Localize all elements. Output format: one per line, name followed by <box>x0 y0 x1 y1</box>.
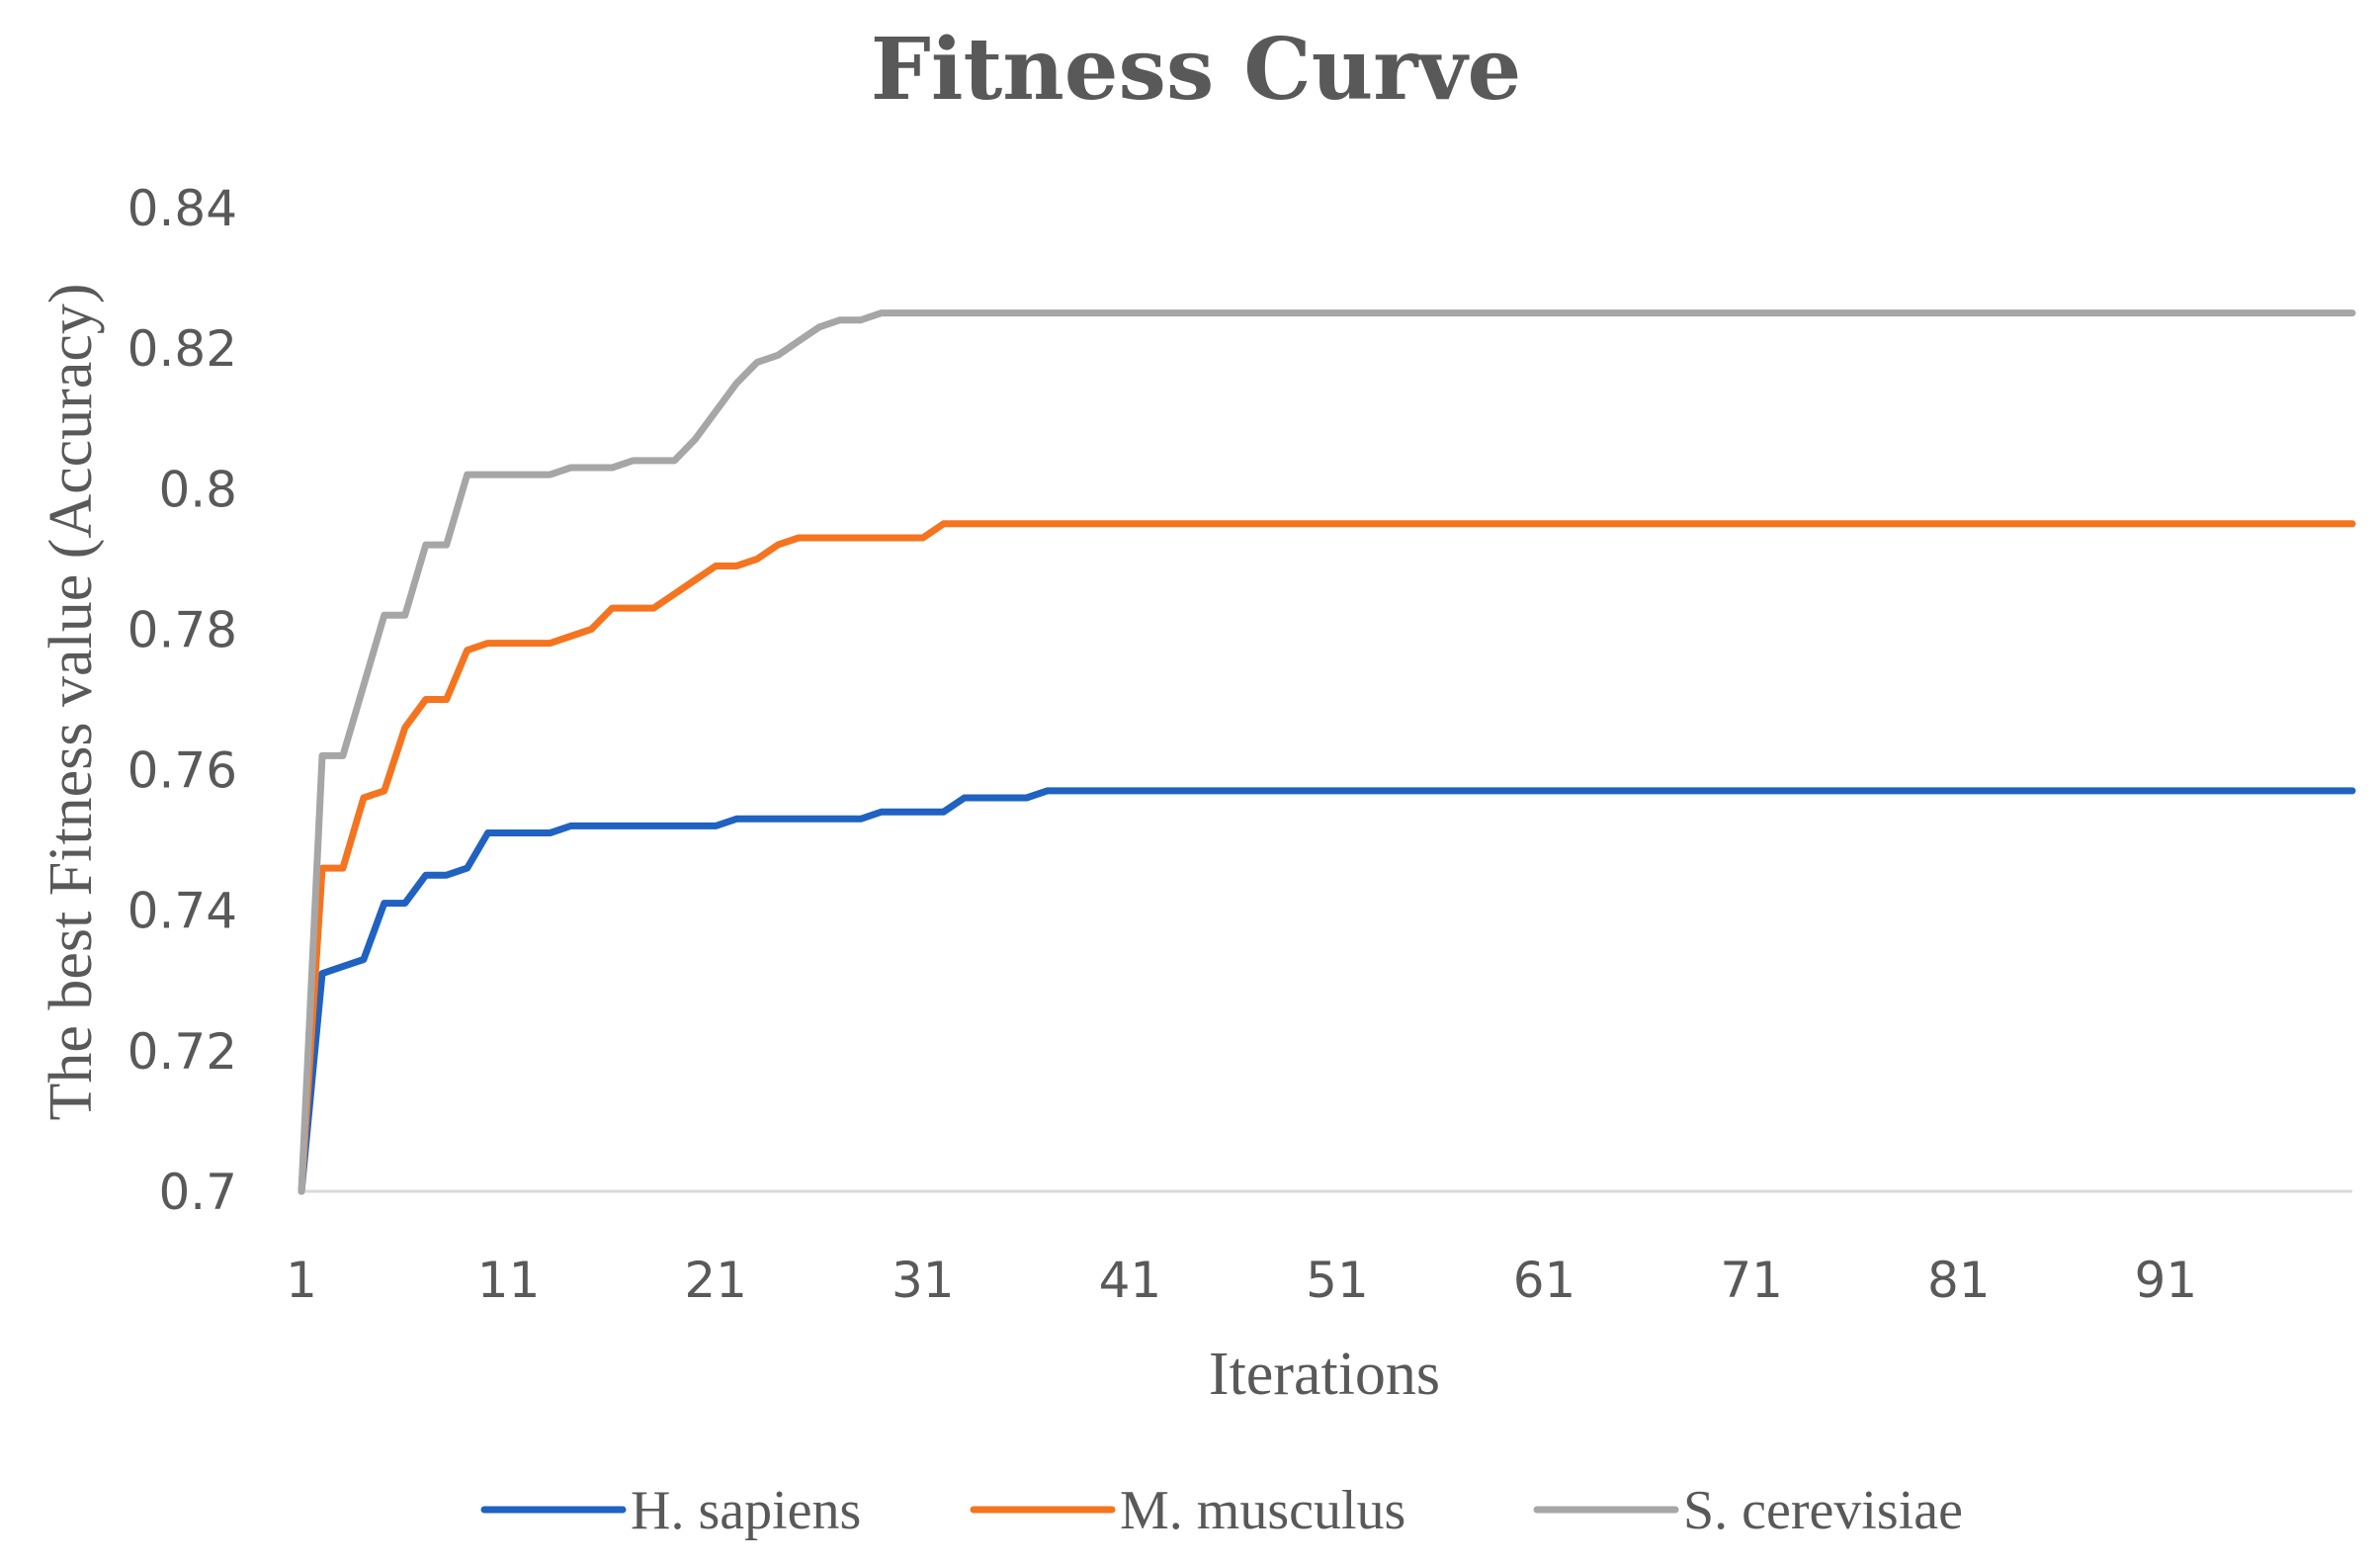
series-line-s-cerevisiae <box>298 309 2356 1195</box>
y-axis-ticks: 0.7 0.72 0.74 0.76 0.78 0.8 0.82 0.84 <box>128 180 237 1221</box>
x-axis-ticks: 1 11 21 31 41 51 61 71 81 91 <box>286 1252 2197 1309</box>
x-tick-label: 81 <box>1927 1252 1991 1309</box>
x-tick-label: 61 <box>1513 1252 1576 1309</box>
legend-item-s-cerevisiae: S. cerevisiae <box>1533 1480 1963 1541</box>
x-tick-label: 11 <box>477 1252 541 1309</box>
series-line-m-musculus <box>298 520 2356 1195</box>
x-tick-label: 21 <box>684 1252 747 1309</box>
chart-title: Fitness Curve <box>871 20 1521 120</box>
x-tick-label: 41 <box>1099 1252 1162 1309</box>
y-axis-label: The best Fitness value (Accuracy) <box>38 283 105 1120</box>
legend-item-h-sapiens: H. sapiens <box>480 1480 861 1541</box>
x-tick-label: 71 <box>1720 1252 1783 1309</box>
x-tick-label: 31 <box>892 1252 955 1309</box>
y-tick-label: 0.84 <box>128 180 237 237</box>
y-tick-label: 0.74 <box>128 883 237 940</box>
y-tick-label: 0.7 <box>158 1164 237 1221</box>
x-axis-label: Iterations <box>1209 1341 1440 1408</box>
x-tick-label: 91 <box>2135 1252 2198 1309</box>
y-tick-label: 0.72 <box>128 1023 237 1081</box>
y-tick-label: 0.78 <box>128 601 237 658</box>
y-tick-label: 0.8 <box>158 461 237 518</box>
y-tick-label: 0.76 <box>128 742 237 800</box>
legend-label: M. musculus <box>1120 1480 1405 1541</box>
x-tick-label: 1 <box>286 1252 317 1309</box>
legend-label: H. sapiens <box>631 1480 861 1541</box>
series-line-h-sapiens <box>298 787 2356 1195</box>
y-tick-label: 0.82 <box>128 320 237 378</box>
legend-item-m-musculus: M. musculus <box>970 1480 1405 1541</box>
series-lines <box>298 309 2356 1195</box>
x-tick-label: 51 <box>1306 1252 1369 1309</box>
legend-label: S. cerevisiae <box>1683 1480 1963 1541</box>
legend: H. sapiens M. musculus S. cerevisiae <box>480 1480 1963 1541</box>
